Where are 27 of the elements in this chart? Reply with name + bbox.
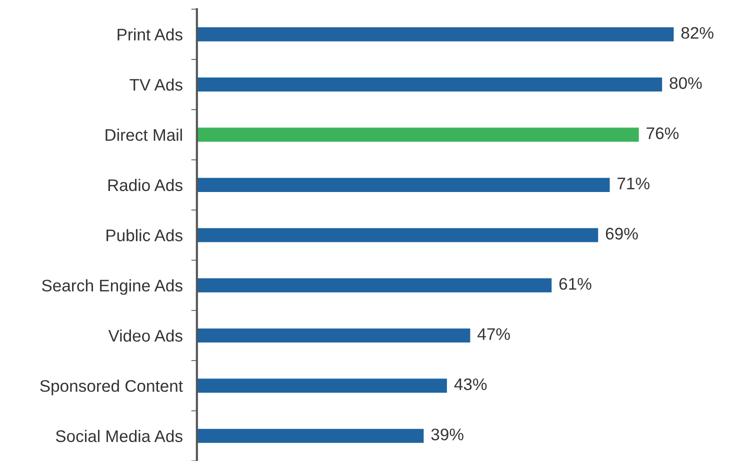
bar [196,278,552,292]
bar [196,77,662,92]
y-tick-label: Radio Ads [108,178,182,192]
y-tick-label: Sponsored Content [40,380,183,396]
y-tick-label: Public Ads [106,229,182,242]
bar [196,178,610,192]
y-tick-label: Video Ads [108,329,182,342]
y-tick-label: Social Media Ads [56,430,182,442]
data-label: 47% [478,328,510,340]
data-label: 80% [670,77,702,89]
data-label: 61% [559,278,592,290]
bar [196,128,639,142]
data-label: 69% [606,228,638,240]
data-label: 82% [681,26,714,39]
y-tick-label: Search Engine Ads [42,279,182,295]
bar [196,378,447,393]
y-tick-label: Print Ads [118,28,182,41]
bar [196,428,424,443]
data-label: 76% [646,127,679,140]
data-label: 43% [454,378,487,390]
y-tick-label: TV Ads [130,78,182,91]
y-tick-label: Direct Mail [106,128,182,141]
data-label: 71% [618,178,650,190]
bar [196,228,598,242]
bar [196,27,674,42]
data-label: 39% [431,428,464,440]
bar [196,328,470,343]
